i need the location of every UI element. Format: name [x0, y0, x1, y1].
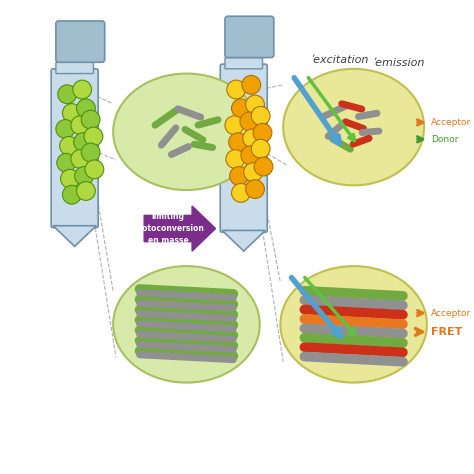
Polygon shape: [144, 206, 216, 251]
Circle shape: [243, 129, 262, 148]
Circle shape: [81, 110, 100, 129]
Circle shape: [242, 75, 261, 94]
Circle shape: [85, 160, 104, 179]
FancyBboxPatch shape: [56, 62, 93, 73]
FancyBboxPatch shape: [220, 64, 267, 232]
Text: limiting
photoconversion
en masse: limiting photoconversion en masse: [132, 212, 205, 245]
FancyBboxPatch shape: [225, 16, 274, 57]
Circle shape: [240, 112, 259, 131]
Circle shape: [229, 166, 248, 185]
Ellipse shape: [281, 266, 427, 383]
Circle shape: [227, 80, 246, 99]
Circle shape: [75, 166, 93, 185]
Circle shape: [63, 104, 81, 122]
Circle shape: [76, 99, 95, 118]
Circle shape: [254, 157, 273, 176]
Circle shape: [231, 99, 250, 118]
Circle shape: [231, 183, 250, 202]
Circle shape: [60, 137, 78, 155]
Text: FRET: FRET: [431, 327, 462, 337]
Text: Acceptor: Acceptor: [431, 309, 471, 318]
Circle shape: [71, 116, 90, 135]
Circle shape: [229, 133, 247, 152]
Text: Acceptor: Acceptor: [431, 118, 471, 127]
Circle shape: [253, 123, 272, 142]
Circle shape: [251, 139, 270, 158]
FancyBboxPatch shape: [225, 57, 263, 69]
Polygon shape: [53, 226, 96, 246]
Circle shape: [58, 85, 76, 104]
Circle shape: [81, 143, 100, 162]
Ellipse shape: [283, 69, 424, 185]
Circle shape: [251, 107, 270, 125]
Ellipse shape: [113, 73, 260, 190]
Circle shape: [71, 150, 90, 168]
Circle shape: [74, 133, 92, 152]
Circle shape: [56, 119, 75, 138]
Circle shape: [57, 154, 75, 172]
Ellipse shape: [113, 266, 260, 383]
FancyBboxPatch shape: [56, 21, 105, 62]
Circle shape: [244, 163, 263, 182]
Circle shape: [226, 150, 245, 168]
Text: ʹexcitation: ʹexcitation: [310, 55, 369, 65]
Circle shape: [76, 182, 95, 201]
Text: Donor: Donor: [431, 135, 458, 144]
Circle shape: [246, 180, 264, 199]
Circle shape: [225, 116, 244, 135]
Circle shape: [246, 95, 264, 114]
Circle shape: [61, 169, 79, 188]
Circle shape: [73, 80, 91, 99]
Circle shape: [63, 185, 81, 204]
Text: ʹemission: ʹemission: [372, 58, 424, 68]
FancyBboxPatch shape: [51, 69, 98, 228]
Circle shape: [84, 127, 103, 146]
Polygon shape: [222, 230, 265, 251]
Circle shape: [241, 146, 260, 164]
